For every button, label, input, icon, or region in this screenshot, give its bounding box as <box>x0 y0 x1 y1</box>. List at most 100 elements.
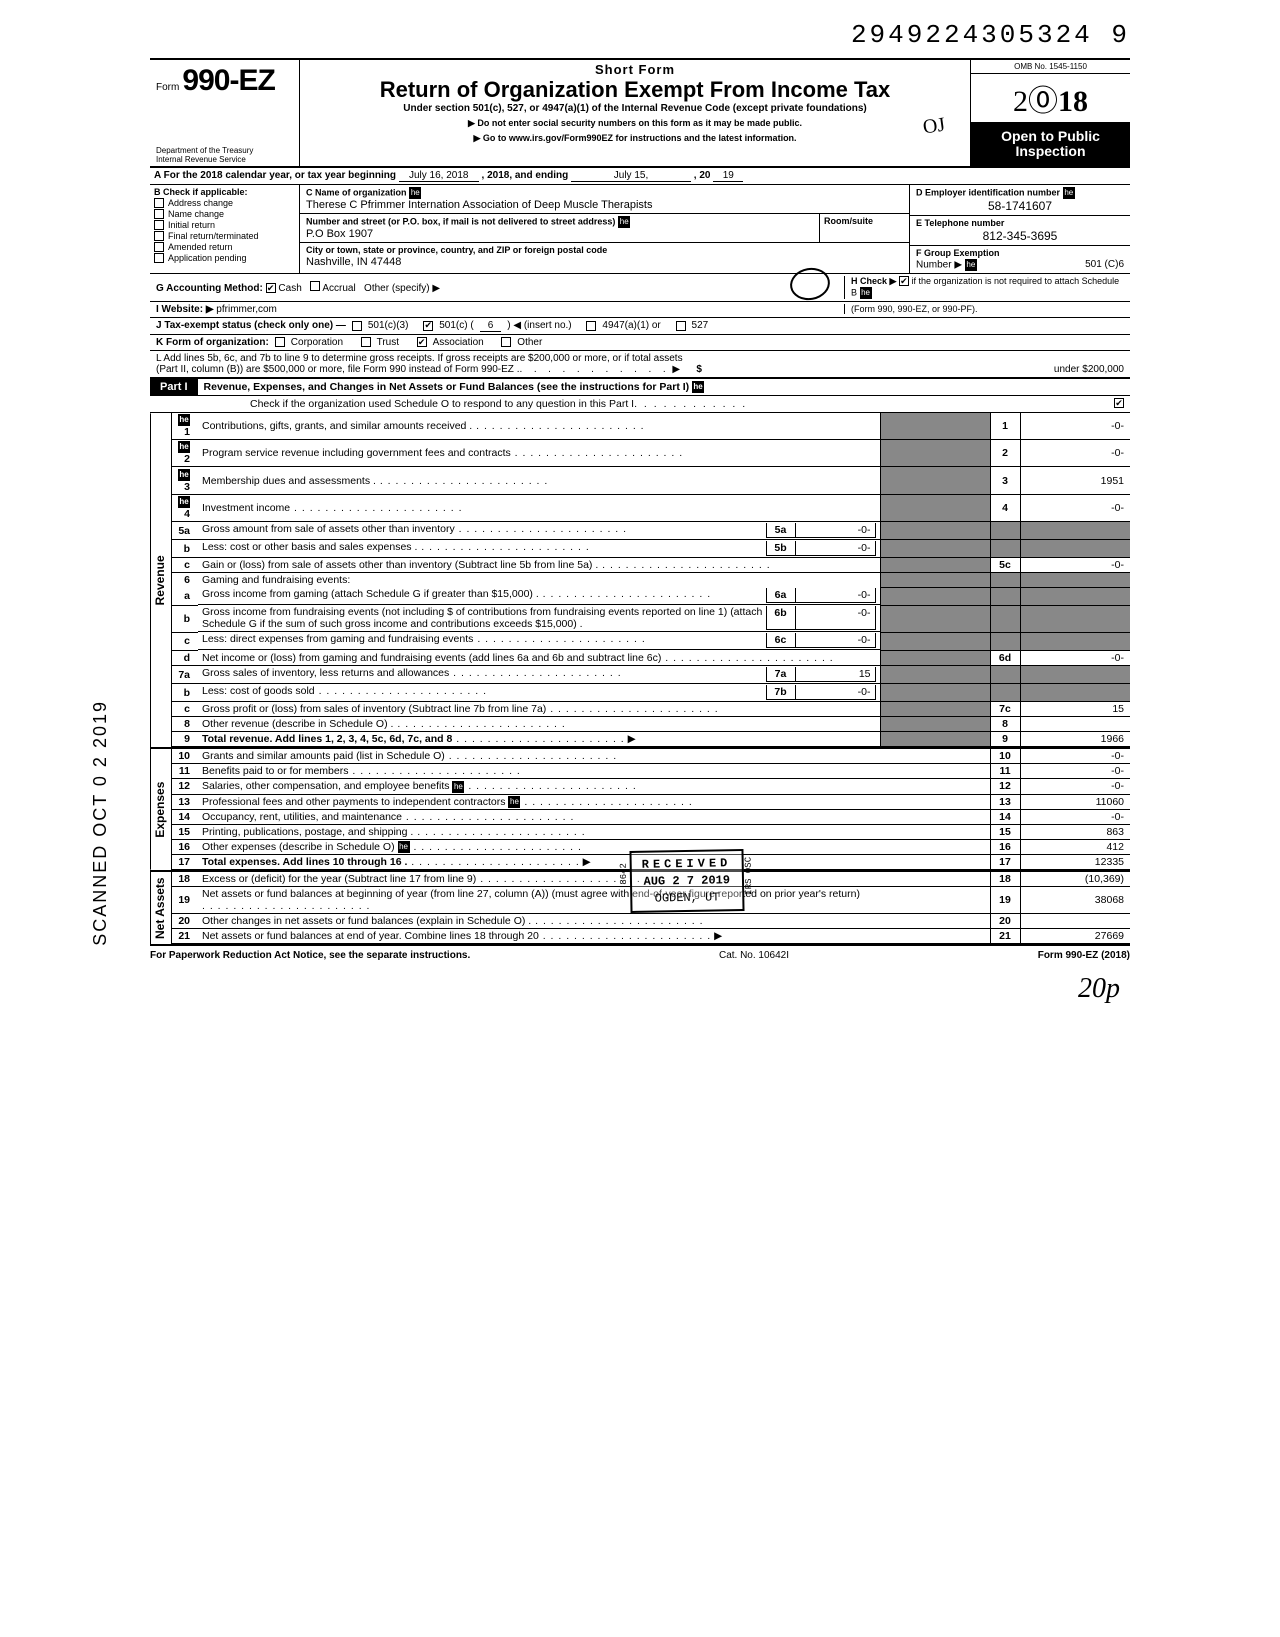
revenue-label: Revenue <box>150 413 169 747</box>
line-7a-value: 15 <box>796 667 876 682</box>
line-12-value: -0- <box>1020 779 1130 794</box>
dept-treasury: Department of the Treasury Internal Reve… <box>156 146 253 164</box>
chk-501c3[interactable] <box>352 321 362 331</box>
form-title: Return of Organization Exempt From Incom… <box>306 77 964 103</box>
netassets-table: 18Excess or (deficit) for the year (Subt… <box>172 872 1130 944</box>
ein-value: 58-1741607 <box>916 199 1124 213</box>
chk-cash[interactable] <box>266 283 276 293</box>
form-title-block: Short Form Return of Organization Exempt… <box>300 60 970 166</box>
line-l-value: under $200,000 <box>1054 364 1124 375</box>
line-11-value: -0- <box>1020 764 1130 779</box>
net-assets-section: Net Assets 18Excess or (deficit) for the… <box>150 872 1130 946</box>
page-footer: For Paperwork Reduction Act Notice, see … <box>150 946 1130 965</box>
line-21-value: 27669 <box>1020 929 1130 944</box>
help-icon: he <box>618 216 630 228</box>
501c-insert: 6 <box>480 320 502 332</box>
line-10-value: -0- <box>1020 749 1130 764</box>
line-5c-value: -0- <box>1020 558 1130 573</box>
handwritten-page: 20p <box>1078 973 1120 1005</box>
chk-initial-return[interactable] <box>154 220 164 230</box>
phone-value: 812-345-3695 <box>916 229 1124 243</box>
help-icon: he <box>398 841 410 853</box>
part-1-label: Part I <box>150 379 198 395</box>
line-18-value: (10,369) <box>1020 872 1130 887</box>
chk-corporation[interactable] <box>275 337 285 347</box>
chk-address-change[interactable] <box>154 198 164 208</box>
line-6c-value: -0- <box>796 633 876 648</box>
help-icon: he <box>409 187 421 199</box>
help-icon: he <box>178 441 190 453</box>
help-icon: he <box>178 414 190 426</box>
chk-trust[interactable] <box>361 337 371 347</box>
part-1-title: Revenue, Expenses, and Changes in Net As… <box>198 379 1130 395</box>
line-13-value: 11060 <box>1020 794 1130 809</box>
chk-schedule-o[interactable] <box>1114 398 1124 408</box>
chk-final-return[interactable] <box>154 231 164 241</box>
expenses-label: Expenses <box>150 749 169 870</box>
form-meta-block: OMB No. 1545-1150 2⓪18 Open to Public In… <box>970 60 1130 166</box>
chk-other-org[interactable] <box>501 337 511 347</box>
short-form-label: Short Form <box>306 62 964 77</box>
line-19-value: 38068 <box>1020 887 1130 914</box>
form-number-block: Form 990-EZ Department of the Treasury I… <box>150 60 300 166</box>
form-subtitle: Under section 501(c), 527, or 4947(a)(1)… <box>306 103 964 114</box>
line-7c-value: 15 <box>1020 702 1130 717</box>
box-d-e-f: D Employer identification number he 58-1… <box>910 185 1130 273</box>
line-2-value: -0- <box>1020 440 1130 467</box>
line-5b-value: -0- <box>796 541 876 556</box>
form-number: 990-EZ <box>182 64 274 97</box>
room-suite-label: Room/suite <box>819 214 909 242</box>
expenses-table: 10Grants and similar amounts paid (list … <box>172 749 1130 870</box>
line-14-value: -0- <box>1020 809 1130 824</box>
chk-4947[interactable] <box>586 321 596 331</box>
website-instr: Go to www.irs.gov/Form990EZ for instruct… <box>306 133 964 144</box>
help-icon: he <box>1063 187 1075 199</box>
chk-name-change[interactable] <box>154 209 164 219</box>
group-exemption-val: 501 (C)6 <box>1085 259 1124 270</box>
chk-amended-return[interactable] <box>154 242 164 252</box>
meta-rows: G Accounting Method: Cash Accrual Other … <box>150 274 1130 378</box>
help-icon: he <box>860 287 872 299</box>
chk-accrual[interactable] <box>310 281 320 291</box>
open-to-public: Open to Public Inspection <box>971 123 1130 166</box>
help-icon: he <box>452 781 464 793</box>
end-date: July 15, <box>571 170 691 182</box>
chk-association[interactable] <box>417 337 427 347</box>
line-16-value: 412 <box>1020 839 1130 854</box>
document-id: 2949224305324 9 <box>150 20 1130 50</box>
line-6d-value: -0- <box>1020 650 1130 665</box>
header-info-grid: B Check if applicable: Address change Na… <box>150 185 1130 274</box>
netassets-label: Net Assets <box>150 872 169 944</box>
help-icon: he <box>508 796 520 808</box>
begin-date: July 16, 2018 <box>399 170 479 182</box>
org-address: P.O Box 1907 <box>306 228 373 240</box>
schedule-o-check-row: Check if the organization used Schedule … <box>150 396 1130 413</box>
line-8-value <box>1020 717 1130 732</box>
line-15-value: 863 <box>1020 824 1130 839</box>
form-prefix: Form <box>156 82 179 93</box>
chk-527[interactable] <box>676 321 686 331</box>
help-icon: he <box>178 469 190 481</box>
line-9-value: 1966 <box>1020 732 1130 747</box>
org-city: Nashville, IN 47448 <box>306 256 401 268</box>
form-ref: Form 990-EZ (2018) <box>1038 950 1130 961</box>
line-6b-value: -0- <box>796 606 876 630</box>
end-year: 19 <box>713 170 743 182</box>
revenue-table: he 1Contributions, gifts, grants, and si… <box>172 413 1130 747</box>
chk-schedule-b[interactable] <box>899 276 909 286</box>
line-1-value: -0- <box>1020 413 1130 440</box>
line-17-value: 12335 <box>1020 855 1130 870</box>
revenue-section: Revenue he 1Contributions, gifts, grants… <box>150 413 1130 749</box>
chk-application-pending[interactable] <box>154 253 164 263</box>
omb-number: OMB No. 1545-1150 <box>971 60 1130 74</box>
expenses-section: Expenses 10Grants and similar amounts pa… <box>150 749 1130 872</box>
help-icon: he <box>178 496 190 508</box>
line-7b-value: -0- <box>796 685 876 700</box>
website-value: pfrimmer,com <box>216 304 277 315</box>
form-header: Form 990-EZ Department of the Treasury I… <box>150 58 1130 168</box>
chk-501c[interactable] <box>423 321 433 331</box>
form-page: SCANNED OCT 0 2 2019 2949224305324 9 For… <box>150 20 1130 965</box>
help-icon: he <box>965 259 977 271</box>
box-b-checkboxes: B Check if applicable: Address change Na… <box>150 185 300 273</box>
ssn-warning: Do not enter social security numbers on … <box>306 118 964 129</box>
